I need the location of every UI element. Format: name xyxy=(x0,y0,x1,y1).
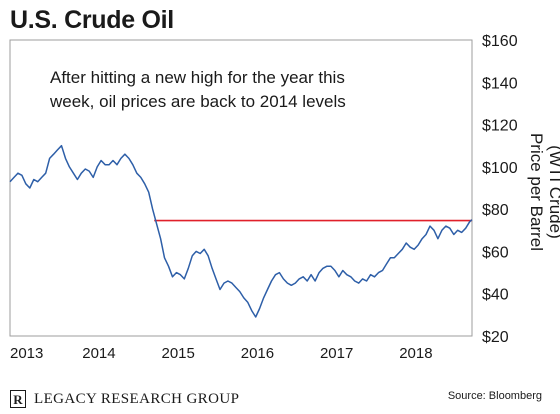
x-tick-label: 2017 xyxy=(320,345,353,362)
x-tick-label: 2015 xyxy=(161,345,194,362)
y-tick-label: $80 xyxy=(482,202,509,219)
y-tick-label: $120 xyxy=(482,118,518,135)
x-tick-label: 2014 xyxy=(82,345,115,362)
x-axis: 2013 2014 2015 2016 2017 2018 xyxy=(10,345,433,362)
y-axis-label: Price per Barrel(WTI Crude) xyxy=(527,133,560,251)
plot-frame xyxy=(9,39,473,337)
footer-logo: R LEGACY RESEARCH GROUP xyxy=(10,390,239,408)
x-tick-label: 2013 xyxy=(10,345,43,362)
y-tick-label: $140 xyxy=(482,75,518,92)
y-tick-label: $100 xyxy=(482,160,518,177)
y-tick-label: $60 xyxy=(482,244,509,261)
y-tick-label: $40 xyxy=(482,287,509,304)
org-name: LEGACY RESEARCH GROUP xyxy=(34,390,240,407)
x-tick-label: 2018 xyxy=(399,345,432,362)
series-line-wti-price xyxy=(9,144,473,318)
y-tick-label: $160 xyxy=(482,33,518,50)
y-axis: $20 $40 $60 $80 $100 $120 $140 $160 xyxy=(482,33,518,346)
logo-mark-icon: R xyxy=(10,390,26,408)
chart-annotation: After hitting a new high for the year th… xyxy=(50,68,346,111)
source-note: Source: Bloomberg xyxy=(447,390,542,402)
x-tick-label: 2016 xyxy=(241,345,274,362)
y-tick-label: $20 xyxy=(482,329,509,346)
chart-title: U.S. Crude Oil xyxy=(10,6,174,34)
